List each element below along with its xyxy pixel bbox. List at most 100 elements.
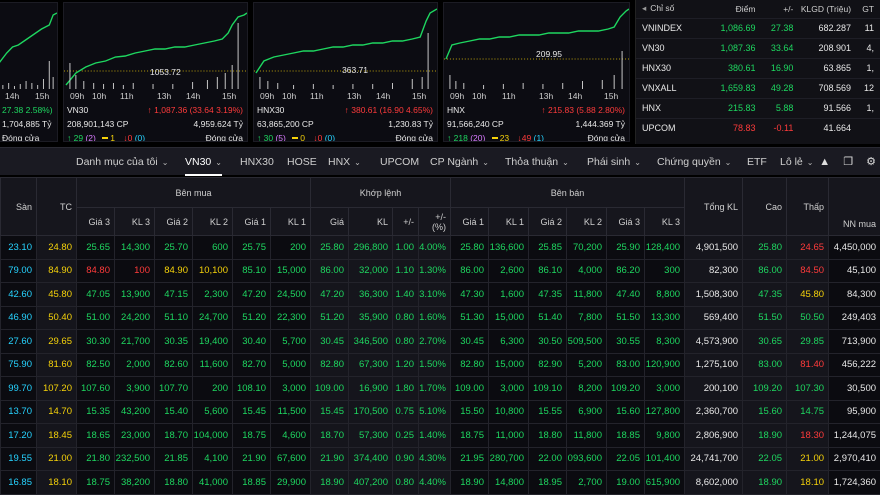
- cell[interactable]: 42.60: [0, 282, 37, 307]
- cell[interactable]: 136,600: [488, 235, 529, 260]
- tab-item[interactable]: Phái sinh ⌄: [587, 148, 641, 176]
- cell[interactable]: 14,800: [488, 470, 529, 495]
- cell[interactable]: 280,700: [488, 446, 529, 471]
- cell[interactable]: 107.60: [76, 376, 115, 401]
- cell[interactable]: 713,900: [828, 329, 880, 354]
- cell[interactable]: 200,100: [684, 376, 744, 401]
- cell[interactable]: 1.10: [392, 258, 419, 283]
- cell[interactable]: 82.80: [450, 352, 489, 377]
- cell[interactable]: 25.75: [232, 235, 271, 260]
- cell[interactable]: 51.50: [606, 305, 645, 330]
- cell[interactable]: 4.00%: [418, 235, 451, 260]
- stock-row[interactable]: 42.60 45.80 47.05 13,900 47.15 2,300 47.20 24,5…: [0, 282, 880, 307]
- cell[interactable]: 18.80: [154, 470, 193, 495]
- index-row[interactable]: VN30 1,087.36 33.64 208.901 4,: [636, 37, 880, 58]
- cell[interactable]: 7,800: [566, 305, 607, 330]
- cell[interactable]: 4.30%: [418, 446, 451, 471]
- cell[interactable]: 2,970,410: [828, 446, 880, 471]
- cell[interactable]: 84,300: [828, 282, 880, 307]
- cell[interactable]: 86.10: [528, 258, 567, 283]
- cell[interactable]: 18.10: [786, 470, 830, 495]
- cell[interactable]: 30.40: [232, 329, 271, 354]
- cell[interactable]: 5,200: [566, 352, 607, 377]
- cell[interactable]: 11,800: [566, 282, 607, 307]
- cell[interactable]: 67,600: [270, 446, 311, 471]
- cell[interactable]: 8,300: [643, 329, 686, 354]
- cell[interactable]: 50.40: [36, 305, 77, 330]
- cell[interactable]: 18.90: [310, 470, 349, 495]
- cell[interactable]: 25.65: [76, 235, 115, 260]
- cell[interactable]: 100: [114, 258, 155, 283]
- cell[interactable]: 109.00: [450, 376, 489, 401]
- stock-row[interactable]: 16.85 18.10 18.75 38,200 18.80 41,000 18.85 29,…: [0, 470, 880, 495]
- cell[interactable]: 47.40: [606, 282, 645, 307]
- cell[interactable]: 18.75: [232, 423, 271, 448]
- cell[interactable]: 82,300: [684, 258, 744, 283]
- cell[interactable]: 15.50: [450, 399, 489, 424]
- sort-up-icon[interactable]: ▲: [819, 156, 831, 168]
- cell[interactable]: 15.40: [154, 399, 193, 424]
- cell[interactable]: 22.05: [606, 446, 645, 471]
- cell[interactable]: 2,600: [488, 258, 529, 283]
- cell[interactable]: 30.45: [450, 329, 489, 354]
- cell[interactable]: 18.70: [310, 423, 349, 448]
- cell[interactable]: 38,200: [114, 470, 155, 495]
- cell[interactable]: 21.00: [786, 446, 830, 471]
- cell[interactable]: 2,700: [566, 470, 607, 495]
- hnx30-card[interactable]: 363.71 09h 10h 11h 13h 14h 15h HNX30 ↑ 3…: [253, 2, 438, 142]
- cell[interactable]: 10,800: [488, 399, 529, 424]
- cell[interactable]: 16,900: [348, 376, 393, 401]
- cell[interactable]: 3,000: [488, 376, 529, 401]
- cell[interactable]: 18.65: [76, 423, 115, 448]
- cell[interactable]: 51.30: [450, 305, 489, 330]
- cell[interactable]: 83.00: [742, 352, 788, 377]
- cell[interactable]: 18.45: [36, 423, 77, 448]
- cell[interactable]: 14,300: [114, 235, 155, 260]
- cell[interactable]: 18.30: [786, 423, 830, 448]
- tab-item[interactable]: Lô lẻ ⌄: [780, 148, 813, 176]
- cell[interactable]: 1.40%: [418, 423, 451, 448]
- cell[interactable]: 86.00: [310, 258, 349, 283]
- cell[interactable]: 4,000: [566, 258, 607, 283]
- tab-item[interactable]: ETF: [747, 148, 767, 176]
- cell[interactable]: 1.70%: [418, 376, 451, 401]
- cell[interactable]: 86.00: [742, 258, 788, 283]
- cell[interactable]: 101,400: [643, 446, 686, 471]
- cell[interactable]: 51.40: [528, 305, 567, 330]
- cell[interactable]: 30,500: [828, 376, 880, 401]
- cell[interactable]: 24,200: [114, 305, 155, 330]
- cell[interactable]: 107.30: [786, 376, 830, 401]
- cell[interactable]: 1.50%: [418, 352, 451, 377]
- cell[interactable]: 10,100: [192, 258, 233, 283]
- stock-row[interactable]: 99.70 107.20 107.60 3,900 107.70 200 108.10 3,0…: [0, 376, 880, 401]
- cell[interactable]: 104,000: [192, 423, 233, 448]
- cell[interactable]: 0.80: [392, 305, 419, 330]
- cell[interactable]: 51.00: [76, 305, 115, 330]
- stock-row[interactable]: 27.60 29.65 30.30 21,700 30.35 19,400 30.40 5,7…: [0, 329, 880, 354]
- cell[interactable]: 15.45: [310, 399, 349, 424]
- tab-item[interactable]: VN30 ⌄: [185, 148, 222, 176]
- cell[interactable]: 15,000: [270, 258, 311, 283]
- cell[interactable]: 300: [643, 258, 686, 283]
- cell[interactable]: 127,800: [643, 399, 686, 424]
- cell[interactable]: 24,700: [192, 305, 233, 330]
- cell[interactable]: 5.10%: [418, 399, 451, 424]
- cell[interactable]: 4,450,000: [828, 235, 880, 260]
- index-row[interactable]: VNINDEX 1,086.69 27.38 682.287 11: [636, 17, 880, 38]
- cell[interactable]: 0.25: [392, 423, 419, 448]
- cell[interactable]: 14.75: [786, 399, 830, 424]
- cell[interactable]: 19.00: [606, 470, 645, 495]
- cell[interactable]: 21.00: [36, 446, 77, 471]
- cell[interactable]: 24,500: [270, 282, 311, 307]
- stock-row[interactable]: 19.55 21.00 21.80 232,500 21.85 4,100 21.90 67,…: [0, 446, 880, 471]
- cell[interactable]: 15.60: [606, 399, 645, 424]
- cell[interactable]: 13,300: [643, 305, 686, 330]
- cell[interactable]: 16.85: [0, 470, 37, 495]
- cell[interactable]: 11,800: [566, 423, 607, 448]
- cell[interactable]: 29.65: [36, 329, 77, 354]
- cell[interactable]: 1,244,075: [828, 423, 880, 448]
- cell[interactable]: 85.10: [232, 258, 271, 283]
- cell[interactable]: 249,403: [828, 305, 880, 330]
- cell[interactable]: 170,500: [348, 399, 393, 424]
- cell[interactable]: 25.80: [742, 235, 788, 260]
